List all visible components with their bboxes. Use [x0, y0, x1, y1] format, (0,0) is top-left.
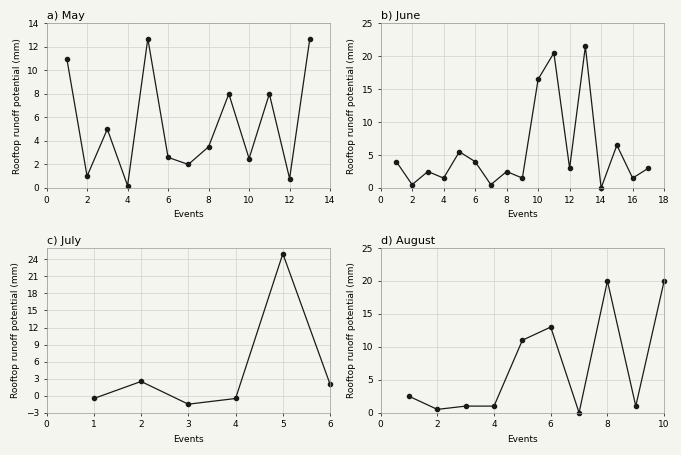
- X-axis label: Events: Events: [173, 435, 204, 444]
- X-axis label: Events: Events: [507, 210, 538, 219]
- X-axis label: Events: Events: [173, 210, 204, 219]
- Y-axis label: Rooftop runoff potential (mm): Rooftop runoff potential (mm): [347, 38, 356, 173]
- Text: c) July: c) July: [46, 236, 80, 246]
- Text: b) June: b) June: [381, 11, 420, 21]
- X-axis label: Events: Events: [507, 435, 538, 444]
- Y-axis label: Rooftop runoff potential (mm): Rooftop runoff potential (mm): [11, 263, 20, 398]
- Text: d) August: d) August: [381, 236, 434, 246]
- Y-axis label: Rooftop runoff potential (mm): Rooftop runoff potential (mm): [347, 263, 356, 398]
- Text: a) May: a) May: [46, 11, 84, 21]
- Y-axis label: Rooftop runoff potential (mm): Rooftop runoff potential (mm): [13, 38, 22, 173]
